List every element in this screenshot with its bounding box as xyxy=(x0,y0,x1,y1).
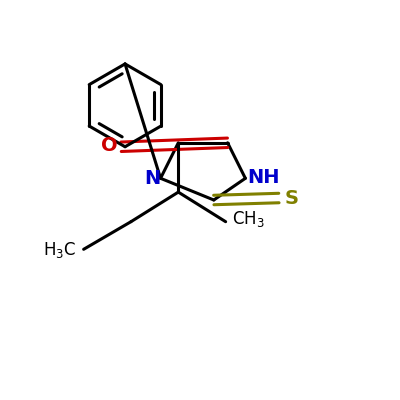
Text: NH: NH xyxy=(247,168,279,187)
Text: O: O xyxy=(101,136,118,155)
Text: S: S xyxy=(284,189,298,208)
Text: N: N xyxy=(144,169,160,188)
Text: H$_3$C: H$_3$C xyxy=(42,240,76,260)
Text: CH$_3$: CH$_3$ xyxy=(232,208,265,228)
